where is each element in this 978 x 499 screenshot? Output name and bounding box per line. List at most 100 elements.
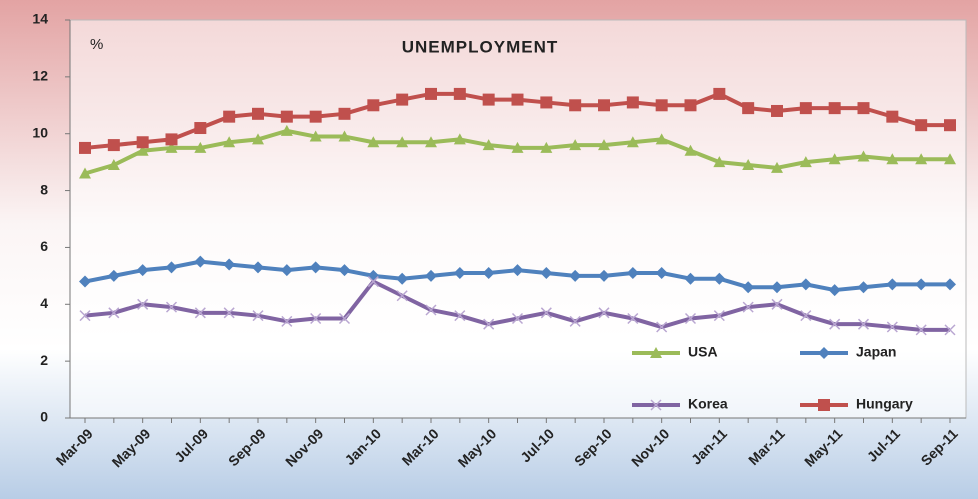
data-point (771, 104, 783, 117)
data-point (252, 133, 264, 145)
data-point (944, 278, 956, 291)
data-point (483, 318, 495, 330)
data-point (655, 133, 668, 145)
data-point (944, 119, 956, 132)
data-point (915, 324, 927, 336)
data-point (713, 272, 726, 285)
data-point (453, 133, 466, 145)
legend-marker (650, 399, 662, 411)
data-point (511, 141, 524, 153)
data-point (886, 321, 898, 333)
data-point (425, 269, 437, 282)
data-point (857, 281, 870, 294)
data-point (482, 93, 495, 106)
data-point (886, 153, 899, 165)
data-point (857, 102, 870, 115)
data-point (944, 324, 956, 336)
y-tick-label: 4 (40, 295, 48, 311)
legend-marker (818, 399, 830, 411)
data-point (252, 107, 264, 120)
data-point (165, 261, 178, 274)
legend-label: Korea (688, 396, 728, 412)
data-point (915, 278, 928, 291)
data-point (338, 107, 351, 120)
data-point (280, 264, 293, 277)
data-point (569, 99, 582, 112)
legend-label: Japan (856, 344, 896, 360)
data-point (771, 298, 783, 310)
data-point (425, 87, 437, 100)
data-point (655, 267, 668, 280)
data-point (223, 307, 235, 319)
y-tick-label: 10 (32, 124, 48, 140)
data-point (511, 93, 524, 106)
data-point (684, 144, 697, 156)
data-point (713, 310, 725, 322)
data-point (626, 96, 639, 109)
data-point (367, 276, 379, 288)
data-point (656, 321, 668, 333)
data-point (309, 261, 322, 274)
data-point (425, 304, 437, 316)
data-point (771, 161, 783, 173)
data-point (540, 307, 552, 319)
data-point (453, 267, 466, 280)
data-point (425, 136, 437, 148)
data-point (223, 258, 236, 271)
data-point (828, 284, 841, 297)
data-point (165, 301, 178, 313)
data-point (281, 315, 293, 327)
data-point (367, 136, 380, 148)
data-point (107, 269, 120, 282)
data-point (511, 264, 524, 277)
y-tick-label: 14 (32, 11, 48, 27)
legend-label: USA (688, 344, 718, 360)
data-point (252, 261, 264, 274)
data-point (396, 93, 409, 106)
data-point (108, 307, 120, 319)
data-point (771, 281, 783, 294)
data-point (684, 312, 697, 325)
data-point (165, 133, 178, 146)
data-point (367, 99, 380, 112)
data-point (742, 281, 755, 294)
data-point (799, 156, 812, 168)
data-point (799, 102, 812, 115)
data-point (684, 99, 697, 112)
data-point (799, 278, 812, 291)
data-point (829, 318, 841, 330)
data-point (915, 119, 928, 132)
y-tick-label: 2 (40, 352, 48, 368)
data-point (136, 264, 149, 277)
data-point (742, 301, 754, 313)
chart-title: UNEMPLOYMENT (402, 37, 559, 56)
data-point (194, 255, 207, 268)
data-point (886, 278, 899, 291)
y-tick-label: 12 (32, 68, 48, 84)
legend-marker (818, 347, 830, 359)
data-point (338, 130, 351, 142)
legend-label: Hungary (856, 396, 913, 412)
data-point (136, 136, 149, 149)
data-point (338, 264, 351, 277)
data-point (79, 310, 91, 322)
data-point (309, 110, 322, 123)
data-point (742, 158, 755, 170)
data-point (309, 130, 322, 142)
data-point (569, 139, 582, 151)
data-point (713, 156, 726, 168)
data-point (396, 272, 409, 285)
data-point (828, 153, 841, 165)
data-point (482, 267, 495, 280)
data-point (223, 110, 236, 123)
data-point (569, 315, 581, 327)
data-point (886, 110, 899, 123)
data-point (915, 153, 928, 165)
data-point (857, 150, 870, 162)
data-point (655, 99, 668, 112)
data-point (280, 110, 293, 123)
data-point (79, 275, 91, 288)
data-point (136, 144, 149, 156)
data-point (626, 267, 639, 280)
data-point (280, 124, 293, 136)
